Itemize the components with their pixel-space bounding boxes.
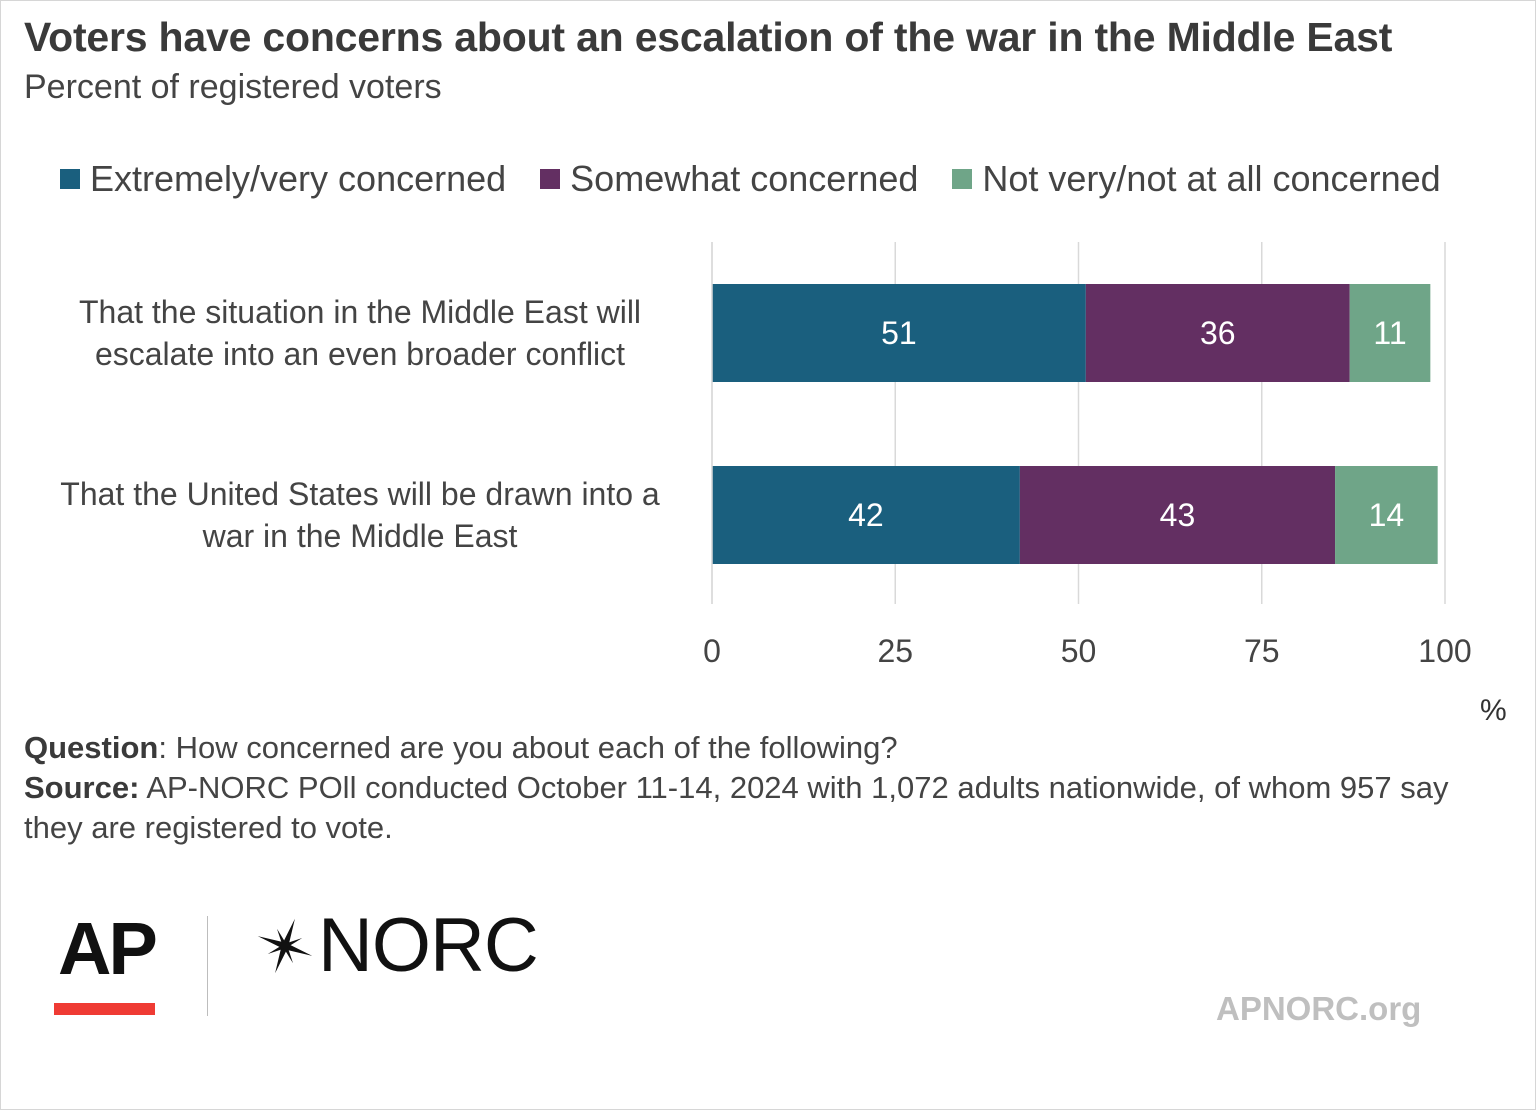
data-label: 14 [1369,497,1405,533]
category-label-escalation: That the situation in the Middle East wi… [20,291,700,375]
legend-label-somewhat: Somewhat concerned [570,158,919,199]
category-label-line: That the situation in the Middle East wi… [78,294,642,330]
norc-wordmark: NORC [318,903,539,988]
bar-extremely [712,284,1086,382]
source-text: AP-NORC POll conducted October 11-14, 20… [24,770,1449,845]
data-label: 43 [1160,497,1196,533]
x-axis-unit-label: % [1480,694,1507,727]
norc-star-icon [257,918,313,974]
x-tick-label: 75 [1244,633,1280,669]
x-tick-label: 50 [1061,633,1097,669]
norc-logo: NORC [252,903,539,988]
source-note: Source: AP-NORC POll conducted October 1… [24,768,1494,848]
data-label: 42 [848,497,884,533]
chart-subtitle: Percent of registered voters [24,68,442,106]
question-note: Question: How concerned are you about ea… [24,728,1494,768]
x-tick-label: 100 [1418,633,1471,669]
question-text: : How concerned are you about each of th… [158,730,898,765]
x-tick-label: 0 [703,633,721,669]
ap-logo: AP [58,907,158,990]
bar-somewhat [1019,466,1336,564]
legend-swatch-somewhat [540,169,561,189]
category-label-line: escalate into an even broader conflict [94,336,626,372]
question-label: Question [24,730,159,765]
chart-notes: Question: How concerned are you about ea… [24,728,1494,848]
legend-item-extremely: Extremely/very concerned [60,158,506,200]
ap-logo-bar [54,1003,155,1015]
category-label-line: That the United States will be drawn int… [60,476,660,512]
chart-title: Voters have concerns about an escalation… [24,14,1393,60]
logo-divider [207,916,208,1016]
website-label: APNORC.org [1216,990,1422,1027]
legend-swatch-extremely [60,169,80,189]
category-label-line: war in the Middle East [202,518,518,554]
bar-not-very [1349,284,1431,382]
data-label: 51 [881,315,917,351]
category-label-drawn-into-war: That the United States will be drawn int… [20,473,700,557]
legend-label-not-very: Not very/not at all concerned [982,158,1441,199]
data-label: 36 [1200,315,1236,351]
bar-not-very [1335,466,1438,564]
legend-item-not-very: Not very/not at all concerned [952,158,1441,200]
legend-label-extremely: Extremely/very concerned [90,158,507,199]
data-label: 11 [1373,315,1406,351]
legend: Extremely/very concerned Somewhat concer… [60,158,1441,200]
bar-extremely [712,466,1020,564]
source-label: Source: [24,770,140,805]
legend-swatch-not-very [952,169,973,189]
x-tick-label: 25 [877,633,913,669]
legend-item-somewhat: Somewhat concerned [540,158,918,200]
chart-plot-area: 0 25 50 75 100 51 36 11 42 43 14 [703,242,1472,669]
bar-somewhat [1085,284,1350,382]
